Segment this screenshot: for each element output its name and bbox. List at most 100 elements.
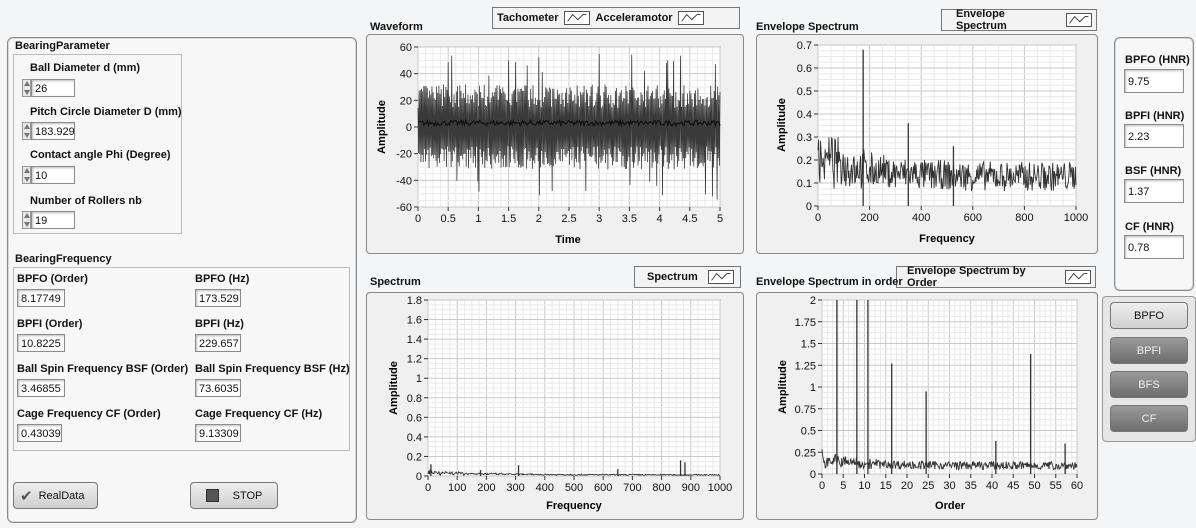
y-axis-label: Amplitude <box>388 361 400 415</box>
line-plot-icon <box>563 11 590 25</box>
y-tick-label: 0.4 <box>797 109 812 121</box>
contact-angle-input[interactable]: 10 <box>31 166 75 184</box>
x-tick-label: 2 <box>536 213 542 225</box>
num-rollers-input[interactable]: 19 <box>31 211 75 229</box>
cf-hz-value: 9.13309 <box>195 424 241 442</box>
bsf-hnr-label: BSF (HNR) <box>1125 165 1182 177</box>
accelerometer-legend-item[interactable]: Acceleramotor <box>596 11 704 25</box>
cf-select-button[interactable]: CF <box>1110 405 1188 432</box>
contact-angle-spinner[interactable] <box>22 166 31 184</box>
envelope-legend[interactable]: Envelope Spectrum <box>941 8 1097 32</box>
y-tick-label: 1 <box>416 373 422 385</box>
envelope-order-legend[interactable]: Envelope Spectrum by Order <box>896 265 1096 289</box>
line-plot-icon <box>1065 270 1091 284</box>
bpfi-select-button[interactable]: BPFI <box>1110 337 1188 364</box>
bpfo-hz-label: BPFO (Hz) <box>195 273 250 285</box>
ball-diameter-label: Ball Diameter d (mm) <box>30 62 141 74</box>
x-tick-label: 1.5 <box>501 213 516 225</box>
x-tick-label: 55 <box>1050 480 1062 492</box>
pitch-diameter-input[interactable]: 183.929 <box>31 122 75 140</box>
ball-diameter-spinner[interactable] <box>22 79 31 97</box>
frequency-inner-box <box>13 267 350 451</box>
series-trace <box>427 469 721 477</box>
cf-hnr-value: 0.78 <box>1124 235 1184 259</box>
bfs-select-button[interactable]: BFS <box>1110 371 1188 398</box>
pitch-diameter-spinner[interactable] <box>22 122 31 140</box>
y-tick-label: 0.8 <box>407 393 422 405</box>
cf-hz-label: Cage Frequency CF (Hz) <box>195 408 323 420</box>
x-tick-label: 1 <box>475 213 481 225</box>
series-trace <box>817 136 1077 192</box>
bsf-hnr-value: 1.37 <box>1124 179 1184 203</box>
x-tick-label: 5 <box>717 213 723 225</box>
x-tick-label: 800 <box>652 482 670 494</box>
x-tick-label: 30 <box>943 480 955 492</box>
y-tick-label: 0.3 <box>797 132 812 144</box>
y-tick-label: 0.4 <box>407 432 422 444</box>
bpfi-hz-label: BPFI (Hz) <box>195 318 244 330</box>
accelerometer-trace <box>417 54 721 200</box>
x-tick-label: 2.5 <box>561 213 576 225</box>
envelope-title: Envelope Spectrum <box>756 21 859 33</box>
x-tick-label: 0 <box>819 480 825 492</box>
y-tick-label: -60 <box>396 202 412 214</box>
spectrum-legend[interactable]: Spectrum <box>634 266 741 288</box>
num-rollers-spinner[interactable] <box>22 211 31 229</box>
y-tick-label: 0.25 <box>795 447 816 459</box>
bpfo-select-button[interactable]: BPFO <box>1110 302 1188 329</box>
cf-order-label: Cage Frequency CF (Order) <box>17 408 161 420</box>
checkmark-icon: ✔ <box>20 487 33 505</box>
y-tick-label: 0.6 <box>797 63 812 75</box>
bpfi-order-label: BPFI (Order) <box>17 318 83 330</box>
tachometer-label: Tachometer <box>497 12 559 24</box>
x-tick-label: 0 <box>415 213 421 225</box>
bpfi-order-value: 10.8225 <box>17 334 65 352</box>
x-tick-label: 3.5 <box>622 213 637 225</box>
cf-hnr-label: CF (HNR) <box>1125 221 1174 233</box>
envelope-legend-label: Envelope Spectrum <box>956 8 1007 32</box>
stop-button[interactable]: STOP <box>190 482 278 509</box>
y-tick-label: 0 <box>810 469 816 481</box>
x-tick-label: 0 <box>815 212 821 224</box>
x-tick-label: 3 <box>596 213 602 225</box>
y-tick-label: 2 <box>810 295 816 307</box>
bpfi-hz-value: 229.657 <box>195 334 241 352</box>
x-tick-label: 600 <box>594 482 612 494</box>
realdata-button[interactable]: ✔ RealData <box>13 482 98 509</box>
x-tick-label: 5 <box>840 480 846 492</box>
y-tick-label: 0 <box>806 201 812 213</box>
y-tick-label: 0 <box>416 471 422 483</box>
x-tick-label: 25 <box>922 480 934 492</box>
y-tick-label: 0.75 <box>795 404 816 416</box>
num-rollers-label: Number of Rollers nb <box>30 195 142 207</box>
y-tick-label: 0.5 <box>797 86 812 98</box>
bsf-order-value: 3.46855 <box>17 379 65 397</box>
line-plot-icon <box>1066 13 1092 27</box>
y-tick-label: 40 <box>400 69 412 81</box>
envelope-order-title: Envelope Spectrum in order <box>756 276 903 288</box>
tachometer-legend-item[interactable]: Tachometer <box>497 11 590 25</box>
x-tick-label: 700 <box>623 482 641 494</box>
series-trace <box>821 449 1078 471</box>
x-tick-label: 40 <box>986 480 998 492</box>
y-tick-label: 1.4 <box>407 334 422 346</box>
y-tick-label: 20 <box>400 95 412 107</box>
waveform-legend[interactable]: Tachometer Acceleramotor <box>492 7 740 29</box>
ball-diameter-input[interactable]: 26 <box>31 79 75 97</box>
x-tick-label: 10 <box>858 480 870 492</box>
x-tick-label: 20 <box>901 480 913 492</box>
y-tick-label: 1.25 <box>795 360 816 372</box>
y-tick-label: 0.6 <box>407 412 422 424</box>
y-tick-label: 1.8 <box>407 295 422 307</box>
bpfi-hnr-value: 2.23 <box>1124 124 1184 148</box>
stop-label: STOP <box>232 489 263 502</box>
pitch-diameter-label: Pitch Circle Diameter D (mm) <box>30 106 182 118</box>
x-tick-label: 200 <box>860 212 878 224</box>
x-tick-label: 45 <box>1007 480 1019 492</box>
contact-angle-label: Contact angle Phi (Degree) <box>30 149 171 161</box>
bpfo-hnr-value: 9.75 <box>1124 69 1184 93</box>
x-tick-label: 400 <box>536 482 554 494</box>
